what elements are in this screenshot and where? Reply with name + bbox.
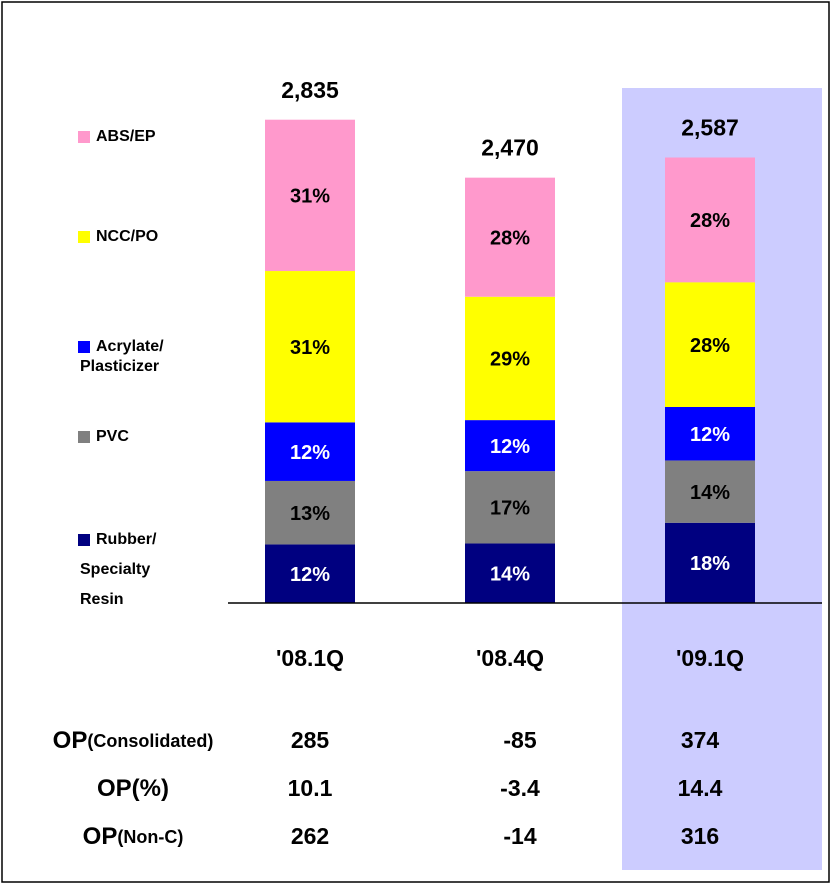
segment-label: 28% (690, 335, 730, 357)
bar-segment (465, 543, 555, 603)
segment-label: 31% (290, 337, 330, 359)
bar-segment (665, 406, 755, 461)
row-label-detail: (Consolidated) (87, 731, 213, 751)
segment-label: 28% (690, 210, 730, 232)
legend-label: ABS/EP (96, 128, 156, 145)
row-label-main: OP (97, 775, 132, 802)
row-label-detail: (Non-C) (117, 827, 183, 847)
table-value: -14 (503, 823, 536, 849)
row-label: OP(%) (97, 775, 169, 802)
bar-segment (265, 422, 355, 481)
category-label: '09.1Q (676, 645, 744, 671)
legend-swatch (78, 534, 90, 546)
bar-segment (465, 471, 555, 544)
table-value: 14.4 (678, 775, 723, 801)
table-value: 10.1 (288, 775, 333, 801)
legend-swatch (78, 131, 90, 143)
segment-label: 13% (290, 503, 330, 525)
legend-swatch (78, 431, 90, 443)
bar-segment (465, 177, 555, 297)
category-label: '08.1Q (276, 645, 344, 671)
bar-segment (665, 282, 755, 407)
legend-label: PVC (96, 428, 129, 445)
row-label-main: OP (53, 727, 88, 754)
segment-label: 18% (690, 553, 730, 575)
row-label: OP(Consolidated) (53, 727, 214, 754)
segment-label: 12% (290, 564, 330, 586)
segment-label: 14% (490, 564, 530, 586)
bar-segment (665, 460, 755, 523)
bar-segment (265, 119, 355, 272)
segment-label: 14% (690, 482, 730, 504)
row-label: OP(Non-C) (83, 823, 184, 850)
bar-segment (665, 157, 755, 283)
segment-label: 28% (490, 227, 530, 249)
segment-label: 12% (690, 424, 730, 446)
legend-swatch (78, 341, 90, 353)
table-value: 374 (681, 727, 720, 753)
legend-label: Acrylate/Plasticizer (80, 338, 164, 375)
legend-label: NCC/PO (96, 228, 158, 245)
total-label: 2,587 (681, 115, 739, 141)
bar-segment (265, 271, 355, 423)
segment-label: 17% (490, 498, 530, 520)
table-value: 316 (681, 823, 719, 849)
category-label: '08.4Q (476, 645, 544, 671)
legend-label: Rubber/Specialty Resin (80, 531, 157, 608)
segment-label: 12% (290, 442, 330, 464)
segment-label: 31% (290, 186, 330, 208)
table-value: -85 (503, 727, 536, 753)
bar-segment (465, 296, 555, 421)
segment-label: 12% (490, 436, 530, 458)
bar-segment (665, 522, 755, 603)
total-label: 2,835 (281, 77, 339, 103)
row-label-main: OP (83, 823, 118, 850)
segment-label: 29% (490, 349, 530, 371)
legend-swatch (78, 231, 90, 243)
row-label-detail: (%) (132, 775, 169, 802)
total-label: 2,470 (481, 135, 539, 161)
bar-segment (265, 544, 355, 603)
bar-segment (465, 420, 555, 472)
table-value: -3.4 (500, 775, 540, 801)
table-value: 262 (291, 823, 329, 849)
table-value: 285 (291, 727, 330, 753)
bar-segment (265, 480, 355, 545)
